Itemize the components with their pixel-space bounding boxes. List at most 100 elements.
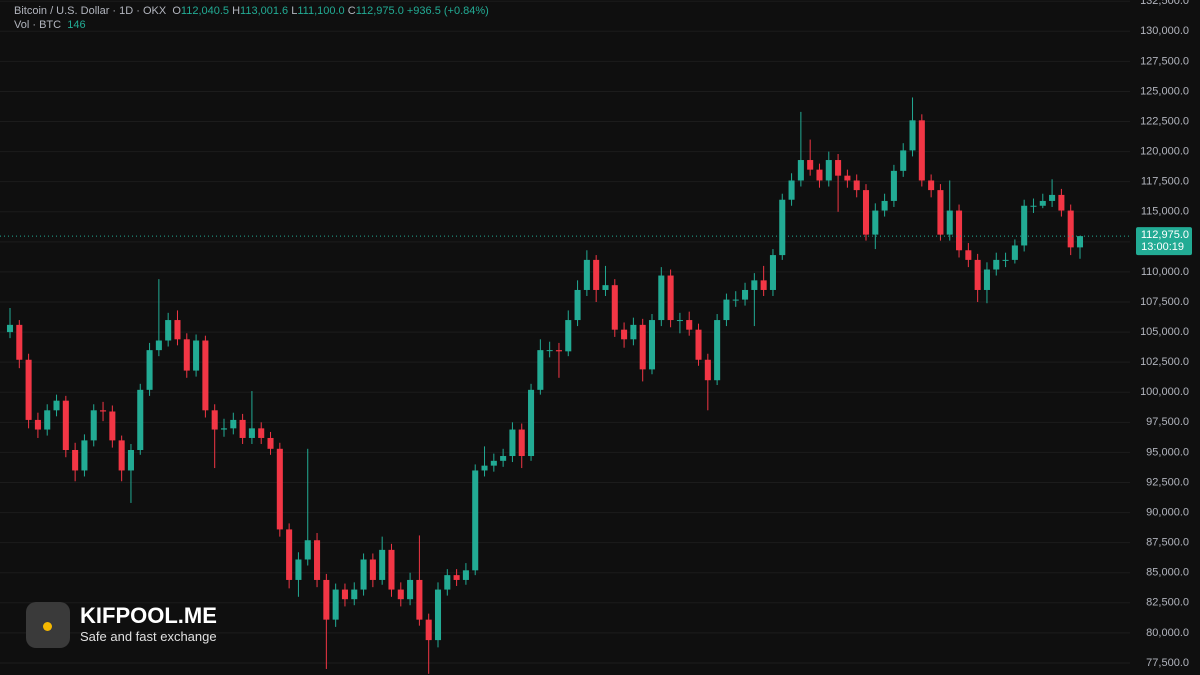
- candle-body: [1039, 200, 1046, 206]
- candle-body: [732, 299, 739, 301]
- change: +936.5 (+0.84%): [406, 5, 489, 17]
- candle-body: [1076, 236, 1084, 248]
- candle-body: [388, 549, 395, 590]
- candle-body: [146, 350, 153, 390]
- candle-body: [304, 540, 311, 560]
- candle-body: [323, 579, 330, 620]
- candle-body: [742, 289, 749, 300]
- candle-body: [928, 180, 935, 191]
- candle-body: [62, 400, 69, 450]
- candle-body: [779, 199, 786, 256]
- ohlc-label: O: [172, 5, 181, 17]
- volume-label: Vol · BTC: [14, 19, 62, 31]
- y-tick-label: 90,000.0: [1146, 506, 1189, 518]
- countdown: 13:00:19: [1141, 241, 1184, 253]
- candle-body: [174, 320, 181, 340]
- candle-body: [193, 340, 200, 371]
- candle-body: [351, 589, 358, 600]
- candle-body: [555, 350, 562, 352]
- y-tick-label: 80,000.0: [1146, 627, 1189, 639]
- candle-body: [872, 210, 879, 235]
- candle-body: [1049, 194, 1056, 201]
- y-tick-label: 132,500.0: [1140, 0, 1189, 7]
- candle-body: [453, 575, 460, 580]
- candle-body: [183, 339, 190, 371]
- candle-body: [230, 419, 237, 429]
- candle-body: [44, 410, 51, 430]
- candle-body: [881, 200, 888, 211]
- candle-body: [53, 400, 60, 411]
- candle-body: [760, 280, 767, 290]
- candle-body: [1011, 245, 1018, 260]
- candle-body: [593, 259, 600, 290]
- candle-body: [462, 570, 469, 580]
- candle-body: [137, 389, 144, 450]
- candle-body: [481, 465, 488, 471]
- ohlc-label: H: [232, 5, 241, 17]
- candle-body: [127, 450, 134, 471]
- candle-body: [918, 120, 925, 181]
- ohlc-value: 113,001.6: [240, 5, 289, 17]
- candle-body: [565, 320, 572, 352]
- brand: KIFPOOL.ME: [80, 603, 217, 628]
- candle-body: [890, 170, 897, 201]
- candle-body: [1058, 194, 1065, 211]
- ohlc-label: C: [347, 5, 356, 17]
- candle-body: [946, 210, 953, 235]
- candle-body: [797, 160, 804, 181]
- y-tick-label: 107,500.0: [1140, 296, 1189, 308]
- candle-body: [165, 320, 172, 341]
- candle-body: [807, 160, 814, 170]
- ohlc-value: 111,100.0: [297, 5, 345, 17]
- candle-body: [537, 350, 544, 390]
- candle-body: [602, 285, 609, 290]
- candle-body: [816, 169, 823, 181]
- candle-body: [332, 589, 339, 620]
- candle-body: [965, 250, 972, 260]
- y-tick-label: 130,000.0: [1140, 25, 1189, 37]
- candle-body: [974, 259, 981, 290]
- candle-body: [258, 428, 265, 438]
- volume-header: Vol · BTC 146: [14, 19, 86, 31]
- watermark: KIFPOOL.ME Safe and fast exchange: [26, 602, 217, 648]
- candle-body: [583, 259, 590, 290]
- candle-body: [276, 448, 283, 530]
- candle-body: [862, 190, 870, 235]
- candle-body: [704, 359, 711, 381]
- candle-body: [248, 428, 255, 438]
- candle-body: [109, 411, 116, 441]
- candle-body: [1067, 210, 1074, 248]
- candle-body: [509, 429, 516, 457]
- y-tick-label: 95,000.0: [1146, 446, 1189, 458]
- candle-body: [155, 340, 162, 351]
- candle-body: [528, 389, 535, 457]
- candle-body: [1021, 205, 1028, 246]
- candle-body: [72, 450, 79, 471]
- candle-body: [286, 529, 293, 580]
- candle-body: [769, 255, 776, 290]
- candle-body: [574, 289, 581, 321]
- candle-body: [490, 460, 497, 466]
- y-tick-label: 77,500.0: [1146, 657, 1189, 669]
- candle-body: [993, 259, 1000, 270]
- candle-body: [518, 429, 525, 457]
- candle-body: [434, 589, 442, 641]
- candle-body: [295, 559, 302, 580]
- candle-body: [909, 120, 916, 151]
- candle-body: [639, 324, 646, 370]
- candle-body: [500, 456, 507, 461]
- candle-body: [211, 410, 218, 430]
- y-tick-label: 115,000.0: [1141, 206, 1189, 218]
- candle-body: [667, 275, 674, 321]
- tagline: Safe and fast exchange: [80, 629, 217, 644]
- candle-body: [1002, 259, 1009, 261]
- y-tick-label: 92,500.0: [1146, 476, 1189, 488]
- y-tick-label: 87,500.0: [1146, 537, 1189, 549]
- candle-body: [472, 470, 479, 571]
- candle-body: [611, 285, 618, 330]
- candle-body: [369, 559, 376, 580]
- y-tick-label: 100,000.0: [1140, 386, 1189, 398]
- y-tick-label: 105,000.0: [1140, 326, 1189, 338]
- candle-body: [835, 160, 842, 176]
